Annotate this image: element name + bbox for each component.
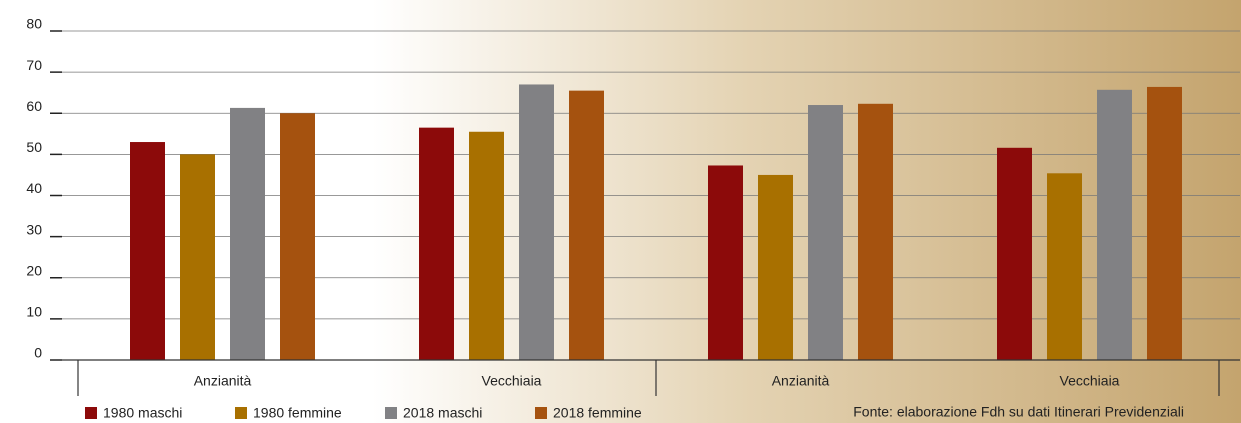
source: Fonte: elaborazione Fdh su dati Itinerar… — [853, 404, 1184, 420]
bar — [1047, 173, 1082, 360]
bar — [569, 91, 604, 360]
legend-label: 2018 maschi — [403, 405, 482, 421]
bar — [230, 108, 265, 360]
legend-label: 1980 femmine — [253, 405, 342, 421]
y-tick-label: 10 — [26, 304, 42, 320]
y-tick-label: 80 — [26, 16, 42, 32]
bar — [708, 165, 743, 360]
x-tick-label: Vecchiaia — [1060, 373, 1120, 389]
bar — [808, 105, 843, 360]
y-tick-label: 20 — [26, 262, 42, 278]
y-tick-label: 0 — [34, 345, 42, 361]
legend-swatch — [85, 407, 97, 419]
y-tick-label: 60 — [26, 98, 42, 114]
legend-label: 1980 maschi — [103, 405, 182, 421]
chart: 0 10 20 30 40 50 60 70 80 Anzianità Vecchiaia Anzia… — [0, 0, 1241, 423]
x-tick-label: Vecchiaia — [482, 373, 542, 389]
bar — [419, 128, 454, 360]
legend-swatch — [235, 407, 247, 419]
y-tick-label: 50 — [26, 139, 42, 155]
y-tick-label: 30 — [26, 221, 42, 237]
bar — [1147, 87, 1182, 360]
legend-label: 2018 femmine — [553, 405, 642, 421]
x-tick-label: Anzianità — [194, 373, 252, 389]
bar — [180, 154, 215, 360]
bar — [519, 84, 554, 360]
bar — [130, 142, 165, 360]
y-tick-label: 70 — [26, 57, 42, 73]
bar — [469, 132, 504, 360]
bar — [858, 104, 893, 360]
bar — [1097, 90, 1132, 360]
y-tick-label: 40 — [26, 180, 42, 196]
x-tick-label: Anzianità — [772, 373, 830, 389]
bar — [280, 113, 315, 360]
bar — [758, 175, 793, 360]
bar — [997, 148, 1032, 360]
legend-swatch — [385, 407, 397, 419]
legend-swatch — [535, 407, 547, 419]
